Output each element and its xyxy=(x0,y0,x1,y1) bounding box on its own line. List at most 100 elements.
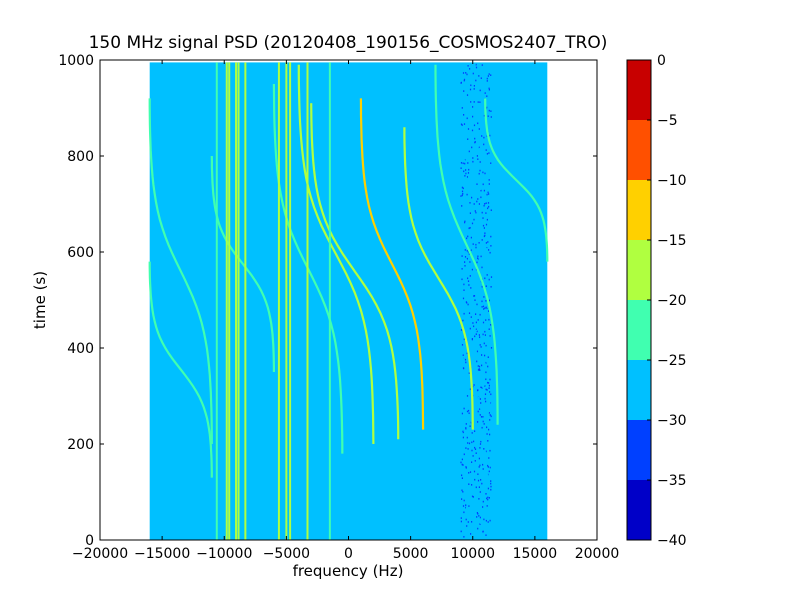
noise-speck xyxy=(480,131,482,133)
noise-speck xyxy=(485,319,487,321)
noise-speck xyxy=(481,197,483,200)
noise-speck xyxy=(486,308,488,311)
noise-speck xyxy=(490,245,492,247)
noise-speck xyxy=(478,203,480,205)
noise-speck xyxy=(471,240,474,243)
noise-speck xyxy=(474,460,476,462)
noise-speck xyxy=(467,377,469,379)
noise-speck xyxy=(469,275,471,277)
noise-speck xyxy=(486,489,488,492)
noise-speck xyxy=(471,146,473,149)
colorbar-tick-label: −10 xyxy=(657,173,687,189)
noise-speck xyxy=(469,268,472,271)
noise-speck xyxy=(479,169,481,172)
noise-speck xyxy=(477,513,479,515)
noise-speck xyxy=(465,415,467,417)
noise-speck xyxy=(473,218,475,221)
noise-speck xyxy=(462,431,464,434)
noise-speck xyxy=(465,372,468,375)
noise-speck xyxy=(482,300,484,302)
noise-speck xyxy=(489,392,491,395)
noise-speck xyxy=(471,521,473,523)
noise-speck xyxy=(465,518,467,521)
noise-speck xyxy=(467,521,469,523)
noise-speck xyxy=(485,144,487,146)
noise-speck xyxy=(461,170,463,172)
noise-speck xyxy=(491,153,493,156)
noise-speck xyxy=(480,328,482,330)
noise-speck xyxy=(485,242,487,244)
noise-speck xyxy=(478,130,480,133)
noise-speck xyxy=(487,148,489,151)
noise-speck xyxy=(487,503,489,506)
noise-speck xyxy=(476,206,478,208)
noise-speck xyxy=(475,103,477,105)
noise-speck xyxy=(486,95,488,97)
noise-speck xyxy=(485,344,487,347)
noise-speck xyxy=(484,337,486,340)
noise-speck xyxy=(485,454,487,456)
noise-speck xyxy=(480,266,482,269)
noise-speck xyxy=(476,183,478,185)
noise-speck xyxy=(488,428,490,431)
noise-speck xyxy=(479,523,481,525)
noise-speck xyxy=(468,253,470,255)
noise-speck xyxy=(463,312,465,315)
noise-speck xyxy=(486,193,488,196)
noise-speck xyxy=(486,389,488,391)
noise-speck xyxy=(466,367,468,369)
noise-speck xyxy=(476,396,478,399)
noise-speck xyxy=(464,118,466,120)
noise-speck xyxy=(469,202,471,204)
noise-speck xyxy=(485,86,487,88)
noise-speck xyxy=(460,167,462,169)
noise-speck xyxy=(487,498,489,501)
y-tick-label: 600 xyxy=(67,245,94,261)
noise-speck xyxy=(479,369,481,371)
noise-speck xyxy=(479,407,481,409)
noise-speck xyxy=(474,380,476,383)
noise-speck xyxy=(480,502,482,505)
colorbar-segment xyxy=(627,420,651,480)
noise-speck xyxy=(461,454,463,456)
noise-speck xyxy=(460,517,462,519)
noise-speck xyxy=(463,511,465,514)
noise-speck xyxy=(491,502,493,505)
noise-speck xyxy=(476,516,478,518)
noise-speck xyxy=(476,330,478,333)
noise-speck xyxy=(467,303,469,306)
noise-speck xyxy=(469,327,471,330)
drift-track xyxy=(297,64,375,445)
noise-speck xyxy=(469,172,471,175)
noise-speck xyxy=(469,193,471,195)
noise-speck xyxy=(469,212,471,214)
noise-speck xyxy=(489,419,491,421)
noise-speck xyxy=(464,410,466,413)
noise-speck xyxy=(462,187,464,190)
noise-speck xyxy=(488,457,490,459)
noise-speck xyxy=(469,88,472,91)
noise-speck xyxy=(461,505,463,507)
noise-speck xyxy=(477,247,479,249)
noise-speck xyxy=(486,505,488,507)
noise-speck xyxy=(488,152,490,154)
noise-speck xyxy=(477,317,479,319)
noise-speck xyxy=(462,442,464,444)
noise-speck xyxy=(491,158,493,161)
noise-speck xyxy=(484,397,486,400)
noise-speck xyxy=(467,65,469,67)
drift-track xyxy=(310,103,400,440)
noise-speck xyxy=(474,213,476,215)
noise-speck xyxy=(475,400,477,402)
noise-speck xyxy=(489,64,491,66)
noise-speck xyxy=(484,403,486,405)
noise-speck xyxy=(468,372,470,374)
noise-speck xyxy=(477,453,479,456)
noise-speck xyxy=(485,212,487,214)
noise-speck xyxy=(466,94,469,96)
noise-speck xyxy=(464,249,466,251)
noise-speck xyxy=(469,441,471,444)
noise-speck xyxy=(474,210,476,212)
noise-speck xyxy=(486,257,488,259)
noise-speck xyxy=(489,211,491,214)
